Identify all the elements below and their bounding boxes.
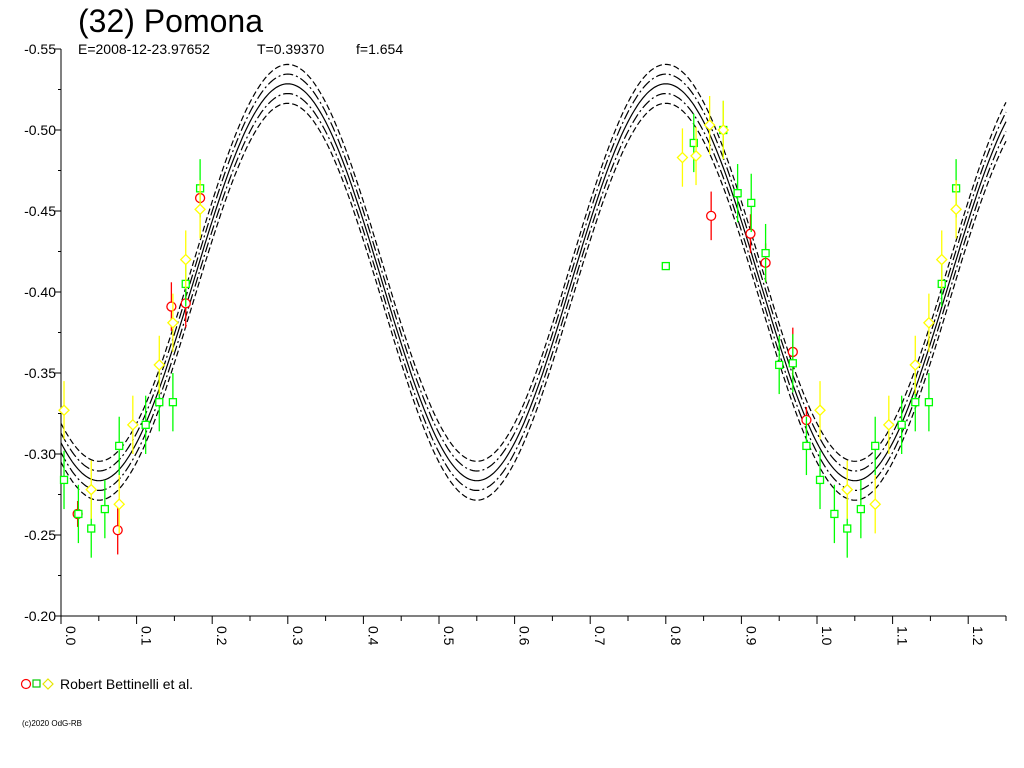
y-tick-label: -0.55 <box>24 41 56 57</box>
x-tick-label: 0.4 <box>365 626 381 646</box>
x-tick-label: 0.2 <box>214 626 230 646</box>
data-points <box>58 95 963 558</box>
legend-label: Robert Bettinelli et al. <box>60 676 194 692</box>
data-point-square <box>802 441 811 451</box>
period-label: T=0.39370 <box>257 41 325 57</box>
data-point-square <box>843 524 852 533</box>
legend-markers <box>20 678 54 690</box>
data-point-diamond <box>153 358 166 371</box>
x-tick-label: 0.8 <box>668 626 684 646</box>
x-tick-label: 0.9 <box>743 626 759 646</box>
x-tick-label: 1.2 <box>970 626 986 646</box>
data-point-diamond <box>814 404 826 417</box>
legend-diamond-marker <box>42 678 54 690</box>
x-tick-label: 0.1 <box>139 626 155 646</box>
data-point-square <box>87 524 96 533</box>
model-envelope-curve <box>60 102 1007 501</box>
data-point-circle <box>706 210 717 222</box>
data-point-diamond <box>194 203 207 216</box>
data-point-square <box>155 398 164 407</box>
y-tick-label: -0.50 <box>24 122 56 138</box>
data-point-square <box>747 198 756 208</box>
y-tick-label: -0.25 <box>24 527 56 543</box>
data-point-square <box>924 398 934 407</box>
data-point-square <box>100 504 109 514</box>
data-point-diamond <box>179 253 192 266</box>
legend: Robert Bettinelli et al. <box>20 675 193 693</box>
x-tick-label: 0.7 <box>592 626 608 646</box>
data-point-diamond <box>950 203 963 216</box>
data-point-diamond <box>690 150 702 162</box>
data-point-diamond <box>909 358 922 371</box>
data-point-circle <box>166 301 177 312</box>
x-tick-label: 0.0 <box>63 626 79 646</box>
model-envelope-curve <box>60 93 1007 491</box>
data-point-circle <box>112 524 123 536</box>
data-point-diamond <box>58 404 70 417</box>
x-tick-label: 1.0 <box>819 626 835 646</box>
data-point-square <box>733 189 742 198</box>
data-point-diamond <box>166 316 179 329</box>
axes: -0.55 -0.50 -0.45 -0.40 -0.35 -0.30 -0.25 -0.20… <box>24 41 1007 646</box>
x-tick-label: 0.6 <box>517 626 533 646</box>
data-point-diamond <box>717 124 730 136</box>
model-curves <box>60 63 1007 501</box>
x-tick-label: 0.3 <box>290 626 306 646</box>
model-curve <box>60 83 1007 482</box>
data-point-diamond <box>113 498 126 511</box>
y-tick-label: -0.35 <box>24 365 56 381</box>
x-tick-label: 0.5 <box>441 626 457 646</box>
data-point-diamond <box>882 418 895 431</box>
data-point-diamond <box>703 119 716 132</box>
x-tick-label: 1.1 <box>895 626 911 646</box>
data-point-square <box>761 248 770 258</box>
data-point-square <box>788 359 797 368</box>
data-point-square <box>115 441 124 451</box>
data-point-diamond <box>841 483 854 496</box>
y-tick-label: -0.40 <box>24 284 56 300</box>
data-point-diamond <box>935 253 948 266</box>
data-point-square <box>871 441 880 451</box>
epoch-label: E=2008-12-23.97652 <box>78 41 210 57</box>
data-point-square <box>59 475 69 485</box>
chart-title: (32) Pomona <box>78 3 263 39</box>
legend-circle-marker <box>20 678 32 690</box>
y-tick-label: -0.45 <box>24 203 56 219</box>
data-point-square <box>815 475 825 485</box>
data-point-square <box>661 261 670 271</box>
data-point-square <box>911 398 920 407</box>
model-envelope-curve <box>60 63 1007 462</box>
data-point-square <box>74 509 83 519</box>
data-point-square <box>775 360 784 370</box>
f-label: f=1.654 <box>356 41 404 57</box>
data-point-square <box>856 504 865 514</box>
data-point-square <box>830 509 839 519</box>
data-point-square <box>689 138 698 148</box>
data-point-diamond <box>126 418 139 431</box>
data-point-square <box>141 420 150 429</box>
copyright-note: (c)2020 OdG-RB <box>22 719 83 728</box>
data-point-square <box>897 420 906 429</box>
data-point-diamond <box>869 498 882 511</box>
data-point-square <box>168 398 178 407</box>
data-point-diamond <box>676 151 689 164</box>
legend-square-marker <box>32 679 41 688</box>
y-tick-label: -0.20 <box>24 608 56 624</box>
data-point-circle <box>745 228 756 239</box>
model-envelope-curve <box>60 73 1007 472</box>
data-point-diamond <box>922 316 935 329</box>
data-point-diamond <box>85 483 98 496</box>
y-tick-label: -0.30 <box>24 446 56 462</box>
